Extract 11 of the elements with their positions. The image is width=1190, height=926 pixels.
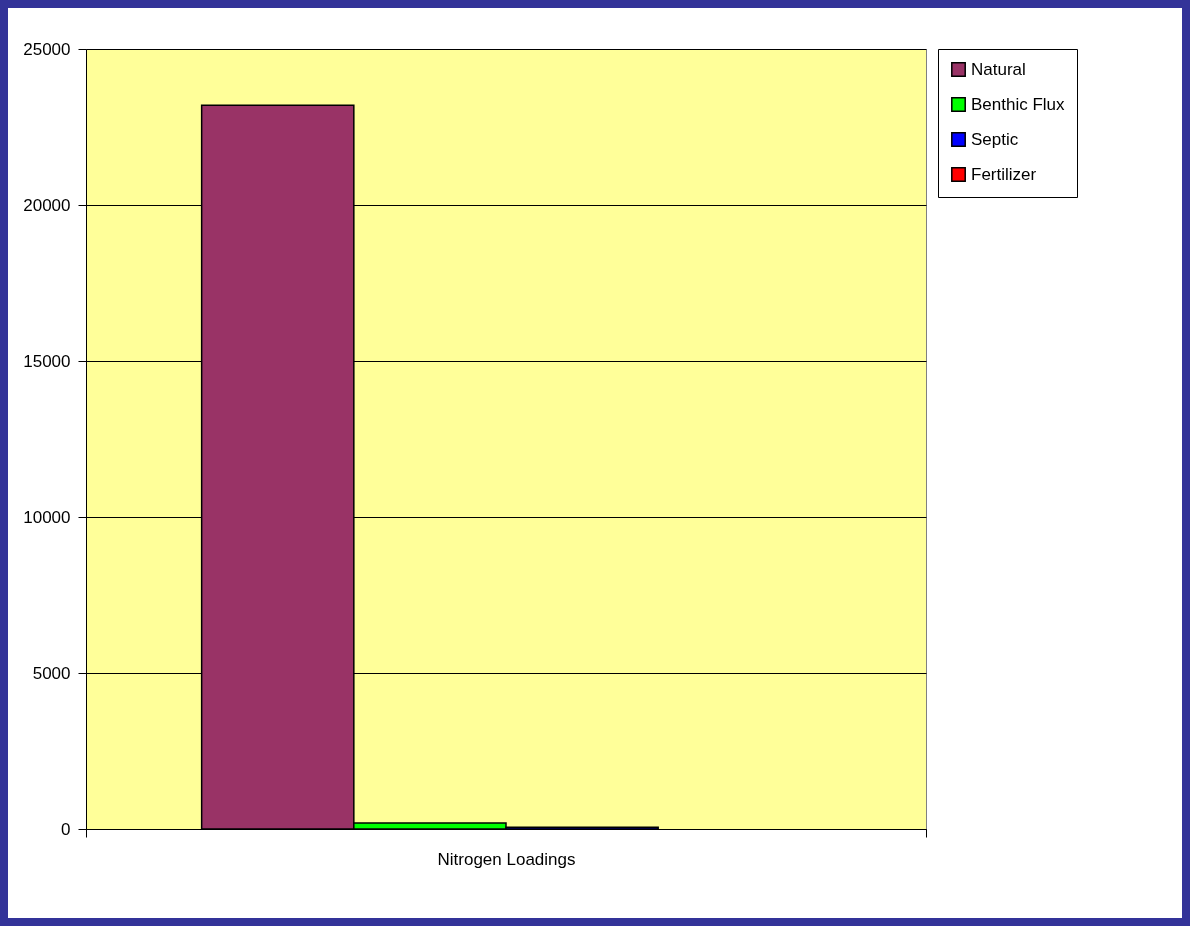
legend-label: Fertilizer: [971, 164, 1037, 184]
y-tick-label: 25000: [23, 39, 71, 59]
y-tick-label: 10000: [23, 507, 71, 527]
y-tick-label: 5000: [32, 663, 71, 683]
y-tick-label: 0: [61, 819, 71, 839]
legend-label: Natural: [971, 59, 1026, 79]
y-tick-label: 20000: [23, 195, 71, 215]
y-tick-label: 15000: [23, 351, 71, 371]
legend-label: Benthic Flux: [971, 94, 1066, 114]
legend-label: Septic: [971, 129, 1019, 149]
x-tick-label: Nitrogen Loadings: [437, 849, 576, 869]
